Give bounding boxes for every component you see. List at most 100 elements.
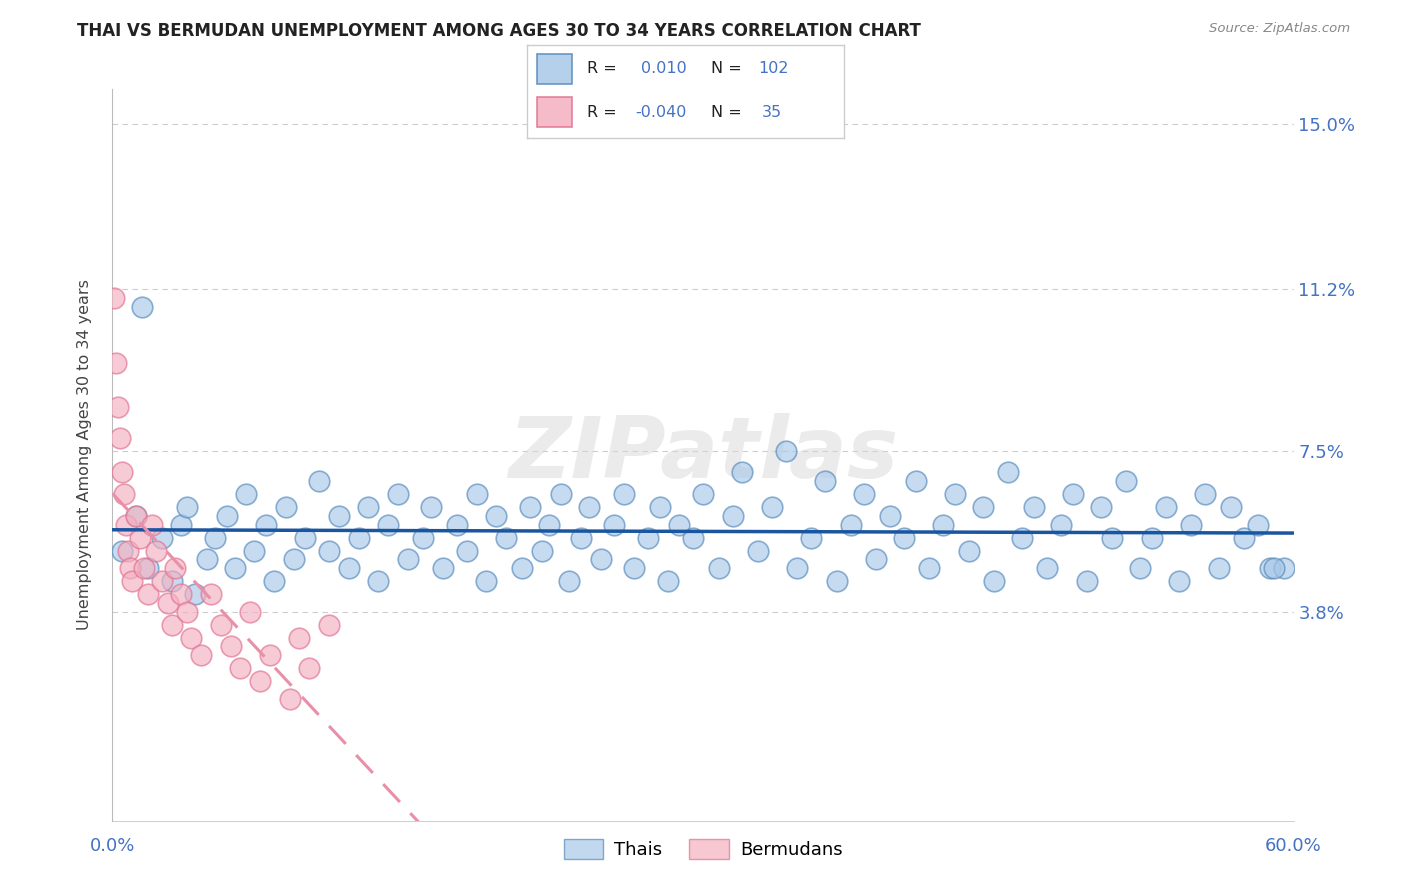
Point [853,487,876,501]
Point [668,517,690,532]
Point [249,674,271,689]
Point [160,617,183,632]
Point [721,508,744,523]
Point [145,543,167,558]
Point [485,508,508,523]
Point [165,561,187,575]
Point [1168,574,1191,589]
Point [530,543,553,558]
Point [120,561,142,575]
Point [396,552,419,566]
Point [972,500,994,515]
Point [111,466,134,480]
Point [235,487,257,501]
Point [1062,487,1084,501]
Point [578,500,600,515]
Text: 35: 35 [762,104,782,120]
Point [337,561,360,575]
Point [103,291,125,305]
Point [243,543,266,558]
Point [150,531,173,545]
Point [357,500,380,515]
Point [420,500,443,515]
Point [1194,487,1216,501]
Point [1247,517,1270,532]
Point [377,517,399,532]
Bar [537,97,571,127]
Point [209,617,232,632]
Point [204,531,226,545]
Point [1219,500,1241,515]
Y-axis label: Unemployment Among Ages 30 to 34 years: Unemployment Among Ages 30 to 34 years [77,279,91,631]
Point [1208,561,1230,575]
Point [1180,517,1202,532]
Point [180,631,202,645]
Point [259,648,281,663]
Point [825,574,848,589]
Point [839,517,862,532]
Point [170,587,193,601]
Point [115,517,138,532]
Point [1050,517,1073,532]
Point [623,561,645,575]
Point [387,487,409,501]
Point [814,474,837,488]
Point [957,543,980,558]
Point [1154,500,1177,515]
Point [800,531,823,545]
Point [105,356,128,371]
Point [195,552,218,566]
Point [904,474,927,488]
Point [707,561,730,575]
Point [274,500,297,515]
Text: N =: N = [710,104,741,120]
Point [1115,474,1137,488]
Point [190,648,212,663]
Point [160,574,183,589]
Point [495,531,517,545]
Point [558,574,581,589]
Point [613,487,636,501]
Point [132,561,155,575]
Point [200,587,222,601]
Text: Source: ZipAtlas.com: Source: ZipAtlas.com [1209,22,1350,36]
Point [219,640,242,654]
Point [456,543,478,558]
Legend: Thais, Bermudans: Thais, Bermudans [557,832,849,866]
Point [263,574,285,589]
Point [184,587,207,601]
Point [136,587,159,601]
Point [538,517,561,532]
Point [278,691,301,706]
Point [569,531,592,545]
Point [775,443,797,458]
Point [308,474,330,488]
Point [893,531,915,545]
Point [294,531,316,545]
Point [465,487,488,501]
Point [298,661,321,675]
Point [136,561,159,575]
Point [648,500,671,515]
Point [156,596,179,610]
Point [347,531,370,545]
Point [510,561,533,575]
Point [446,517,468,532]
Point [107,400,129,414]
Point [215,508,238,523]
Point [879,508,901,523]
Point [550,487,572,501]
Text: R =: R = [588,104,617,120]
Point [761,500,783,515]
Point [1258,561,1281,575]
Bar [537,54,571,84]
Point [983,574,1005,589]
Point [519,500,541,515]
Point [475,574,498,589]
Point [865,552,887,566]
Point [1272,561,1295,575]
Point [125,508,148,523]
Point [1022,500,1045,515]
Point [111,543,134,558]
Point [432,561,454,575]
